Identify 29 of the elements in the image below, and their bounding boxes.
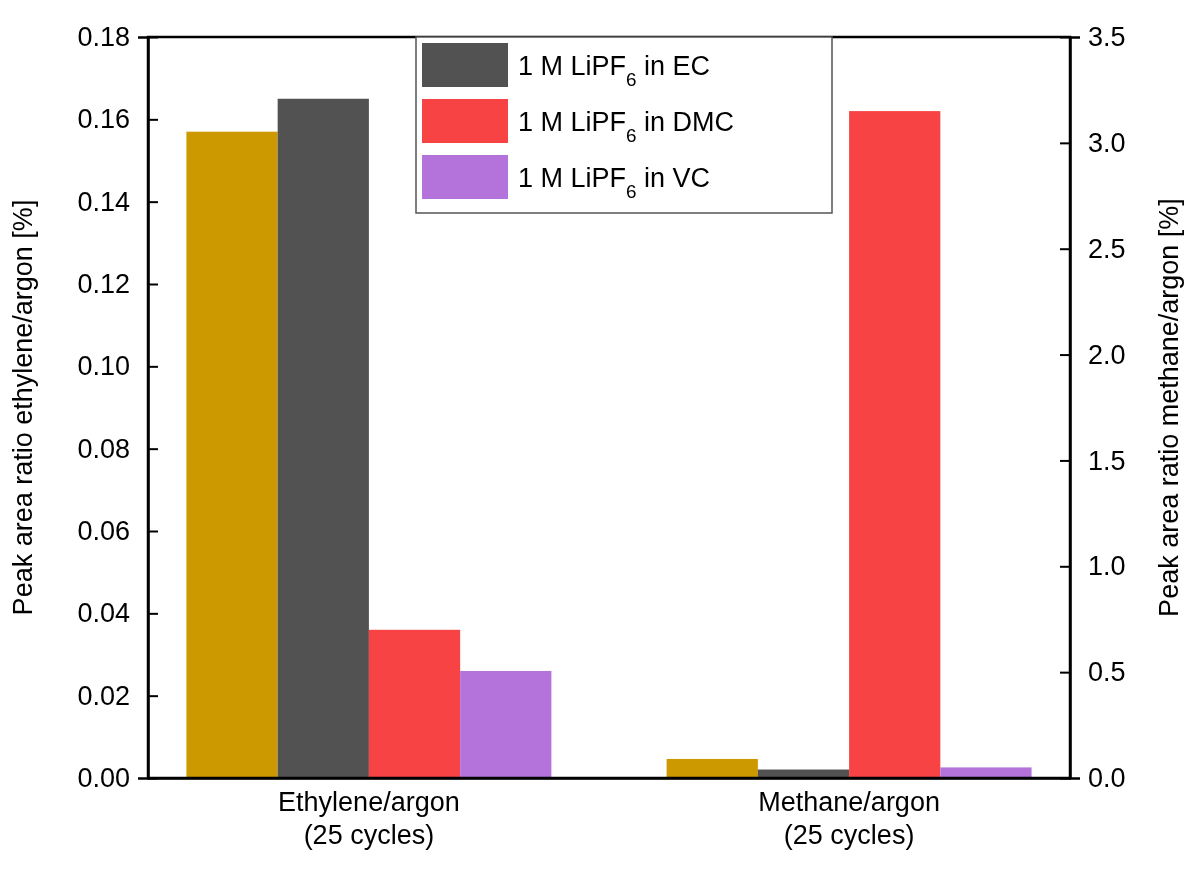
y-tick-label: 0.02: [77, 680, 130, 711]
y2-tick-label: 3.0: [1088, 128, 1126, 158]
y-axis-title: Peak area ratio ethylene/argon [%]: [8, 199, 38, 616]
y-tick-label: 0.12: [77, 269, 130, 300]
bar: [368, 629, 461, 778]
y2-axis-title: Peak area ratio methane/argon [%]: [1154, 198, 1184, 617]
legend-label: 1 M LiPF$_{6}$ in DMC: [518, 107, 735, 146]
x-tick-label: Methane/argon (25 cycles): [758, 787, 940, 850]
y-tick-label: 0.08: [77, 433, 130, 464]
y-tick-label: 0.04: [77, 598, 130, 629]
bar: [460, 670, 552, 778]
y-tick-label: 0.10: [77, 351, 130, 382]
y-tick-label: 0.18: [77, 22, 130, 53]
legend-label: 1 M LiPF$_{6}$ in EC: [518, 51, 711, 90]
y2-tick-label: 2.0: [1088, 339, 1126, 370]
y2-tick-label: 1.0: [1088, 551, 1126, 582]
y2-tick-label: 0.5: [1088, 657, 1126, 688]
bar: [186, 131, 278, 778]
y-tick-label: 0.06: [77, 516, 130, 547]
x-tick-label: Ethylene/argon (25 cycles): [278, 787, 460, 850]
y-tick-label: 0.14: [77, 186, 130, 217]
y2-tick-label: 0.0: [1088, 763, 1126, 794]
legend-label: 1 M LiPF$_{6}$ in VC: [518, 163, 711, 202]
y-tick-label: 0.16: [77, 104, 130, 135]
y2-tick-label: 1.5: [1088, 445, 1126, 476]
bar: [277, 98, 369, 778]
y-tick-label: 0.00: [77, 763, 130, 794]
y2-tick-label: 3.5: [1088, 22, 1126, 53]
y2-tick-label: 2.5: [1088, 233, 1126, 264]
